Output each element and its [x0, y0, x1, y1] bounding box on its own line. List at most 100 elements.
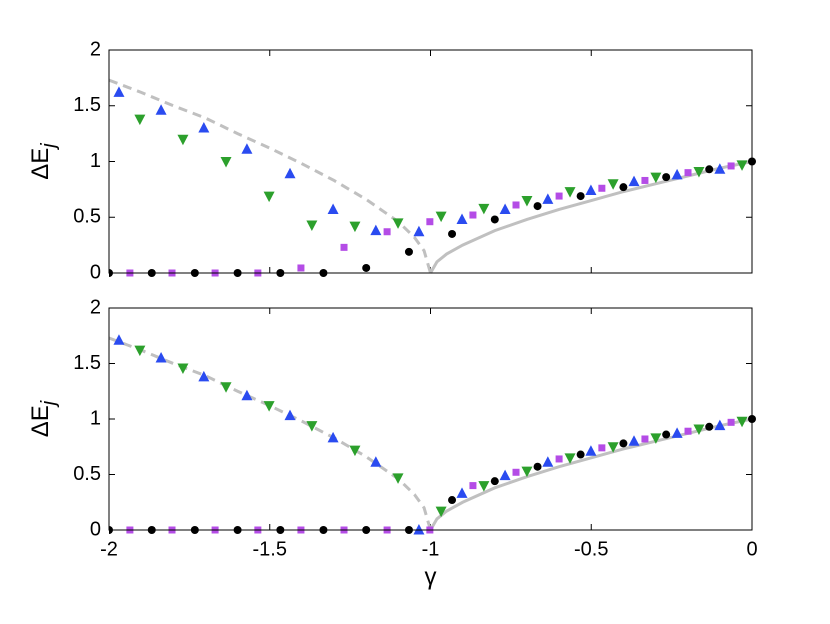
- point: [555, 192, 563, 200]
- point: [521, 466, 533, 478]
- point: [714, 419, 726, 431]
- point: [598, 184, 606, 192]
- point: [241, 389, 253, 401]
- data-layer: [109, 334, 756, 535]
- point: [671, 168, 683, 180]
- point: [628, 435, 640, 446]
- y-axis-label: ΔEj: [27, 143, 60, 180]
- point: [684, 427, 692, 435]
- y-tick-label: 1: [90, 150, 101, 172]
- curve: [109, 78, 432, 274]
- point: [490, 215, 499, 224]
- point: [607, 179, 619, 190]
- point: [392, 473, 404, 484]
- plot-frame: [108, 307, 753, 531]
- y-tick-label: 2: [90, 38, 101, 60]
- y-tick-label: 0: [90, 518, 101, 540]
- x-axis-label: γ: [425, 563, 437, 590]
- y-tick-label: 2: [90, 296, 101, 318]
- point: [542, 193, 554, 204]
- curve: [109, 336, 432, 531]
- y-tick-label: 0.5: [73, 206, 101, 228]
- point: [263, 191, 275, 203]
- point: [220, 382, 232, 393]
- point: [607, 442, 619, 453]
- point: [456, 213, 468, 224]
- point: [499, 469, 511, 481]
- point: [533, 462, 542, 471]
- point: [349, 445, 361, 457]
- point: [619, 439, 628, 448]
- point: [413, 225, 425, 237]
- point: [662, 173, 671, 182]
- point: [736, 160, 748, 171]
- point: [370, 224, 382, 236]
- point: [478, 481, 490, 492]
- point: [512, 468, 520, 476]
- point: [576, 192, 585, 201]
- point: [155, 104, 167, 115]
- point: [727, 162, 735, 170]
- y-tick-label: 0.5: [73, 463, 101, 485]
- y-axis-label-main: ΔE: [27, 148, 54, 180]
- point: [404, 247, 413, 256]
- point: [564, 187, 576, 198]
- point: [435, 211, 447, 223]
- point: [220, 157, 232, 168]
- point: [306, 220, 318, 232]
- plot-area: [109, 50, 752, 273]
- point: [641, 176, 649, 184]
- point: [714, 163, 726, 174]
- x-tick-label: -1.5: [253, 538, 287, 560]
- y-axis-label-subscript: j: [38, 400, 60, 408]
- point: [349, 221, 361, 233]
- point: [306, 421, 318, 432]
- point: [671, 427, 683, 438]
- point: [392, 218, 404, 229]
- y-tick-label: 1.5: [73, 352, 101, 374]
- point: [564, 453, 576, 464]
- point: [736, 416, 748, 428]
- point: [448, 496, 457, 505]
- point: [662, 430, 671, 439]
- point: [469, 211, 477, 219]
- point: [585, 184, 597, 195]
- y-axis-label: ΔEj: [27, 400, 60, 437]
- plot-frame: [108, 49, 753, 274]
- point: [533, 202, 542, 211]
- plot-area: [109, 308, 752, 530]
- point: [693, 167, 705, 178]
- point: [585, 445, 597, 456]
- point: [598, 444, 606, 452]
- point: [576, 450, 585, 459]
- point: [469, 482, 477, 490]
- point: [542, 456, 554, 467]
- point: [134, 114, 146, 126]
- point: [490, 477, 499, 486]
- y-tick-label: 0: [90, 261, 101, 283]
- point: [113, 86, 125, 97]
- point: [284, 409, 296, 421]
- point: [641, 435, 649, 443]
- point: [241, 143, 253, 154]
- point: [177, 134, 189, 146]
- point: [448, 229, 457, 238]
- point: [727, 418, 735, 426]
- point: [650, 172, 662, 184]
- point: [362, 263, 371, 272]
- point: [693, 424, 705, 435]
- point: [413, 524, 425, 535]
- x-tick-label: -1: [422, 538, 440, 560]
- x-tick-label: -2: [100, 538, 118, 560]
- point: [628, 175, 640, 187]
- point: [263, 401, 275, 412]
- point: [340, 243, 348, 251]
- point: [650, 433, 662, 444]
- point: [705, 422, 714, 431]
- point: [426, 218, 434, 226]
- point: [619, 183, 628, 192]
- point: [297, 264, 305, 272]
- point: [478, 203, 490, 215]
- point: [113, 334, 125, 345]
